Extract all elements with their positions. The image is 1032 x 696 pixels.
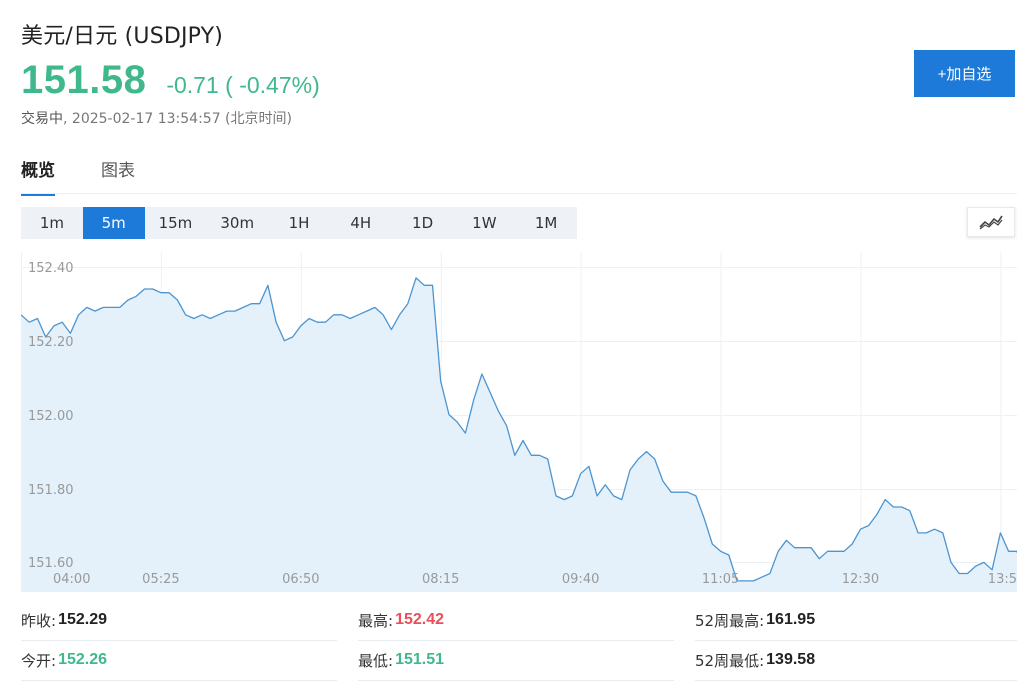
y-tick-label: 152.20 xyxy=(28,335,74,350)
row-divider xyxy=(358,640,674,641)
price-row: 151.58 -0.71 ( -0.47%) xyxy=(21,58,320,103)
trading-state: 交易中 xyxy=(21,111,63,127)
stat-prev-close: 昨收: 152.29 xyxy=(21,600,107,640)
x-tick-label: 08:15 xyxy=(422,572,459,587)
current-price: 151.58 xyxy=(21,58,147,102)
quote-timestamp: 2025-02-17 13:54:57 (北京时间) xyxy=(71,111,292,127)
x-tick-label: 06:50 xyxy=(282,572,319,587)
row-divider xyxy=(695,680,1017,681)
tab-divider xyxy=(21,193,1017,194)
stat-high: 最高: 152.42 xyxy=(358,600,444,640)
stat-label: 今开: xyxy=(21,651,57,670)
stat-value: 152.29 xyxy=(58,611,107,628)
row-divider xyxy=(21,680,337,681)
row-divider xyxy=(358,680,674,681)
price-change: -0.71 ( -0.47%) xyxy=(166,72,320,98)
range-button-5m[interactable]: 5m xyxy=(82,207,145,239)
x-tick-label: 04:00 xyxy=(53,572,90,587)
stat-52w-low: 52周最低: 139.58 xyxy=(695,640,815,680)
y-tick-label: 152.40 xyxy=(28,261,74,276)
row-divider xyxy=(21,640,337,641)
stat-value: 152.26 xyxy=(58,651,107,668)
range-button-1mo[interactable]: 1M xyxy=(534,214,558,232)
x-tick-label: 05:25 xyxy=(142,572,179,587)
line-chart-icon xyxy=(979,215,1003,230)
stat-value: 152.42 xyxy=(395,611,444,628)
stat-label: 最低: xyxy=(358,651,394,670)
range-button-15m[interactable]: 15m xyxy=(158,214,193,232)
range-button-1m[interactable]: 1m xyxy=(39,214,64,232)
stat-open: 今开: 152.26 xyxy=(21,640,107,680)
chart-type-button[interactable] xyxy=(967,207,1015,237)
tab-chart[interactable]: 图表 xyxy=(101,161,135,181)
stat-low: 最低: 151.51 xyxy=(358,640,444,680)
stat-52w-high: 52周最高: 161.95 xyxy=(695,600,815,640)
x-tick-label: 11:05 xyxy=(702,572,739,587)
tab-bar: 概览 图表 xyxy=(21,156,181,196)
x-tick-label: 12:30 xyxy=(842,572,879,587)
row-divider xyxy=(695,640,1017,641)
y-tick-label: 151.60 xyxy=(28,556,74,571)
tab-overview[interactable]: 概览 xyxy=(21,156,55,196)
instrument-title: 美元/日元 (USDJPY) xyxy=(21,24,224,49)
range-button-1h[interactable]: 1H xyxy=(288,214,310,232)
stat-value: 139.58 xyxy=(766,651,816,668)
stat-value: 161.95 xyxy=(766,611,816,628)
price-line xyxy=(21,277,1017,582)
y-tick-label: 152.00 xyxy=(28,409,74,424)
range-button-4h[interactable]: 4H xyxy=(350,214,372,232)
x-tick-label: 09:40 xyxy=(562,572,599,587)
price-chart[interactable]: 152.40 152.20 152.00 151.80 151.60 04:00 05:2… xyxy=(21,252,1017,592)
stat-label: 52周最高: xyxy=(695,611,765,630)
y-tick-label: 151.80 xyxy=(28,483,74,498)
time-range-selector: 1m 5m 15m 30m 1H 4H 1D 1W 1M xyxy=(21,207,577,239)
add-to-watchlist-button[interactable]: +加自选 xyxy=(914,50,1015,97)
stat-label: 52周最低: xyxy=(695,651,765,670)
stat-label: 昨收: xyxy=(21,611,57,630)
range-button-1d[interactable]: 1D xyxy=(412,214,434,232)
x-tick-label: 13:5 xyxy=(988,572,1017,587)
range-button-30m[interactable]: 30m xyxy=(220,214,255,232)
trading-status: 交易中, 2025-02-17 13:54:57 (北京时间) xyxy=(21,111,292,127)
stat-label: 最高: xyxy=(358,611,394,630)
range-button-1w[interactable]: 1W xyxy=(472,214,497,232)
price-area xyxy=(21,277,1017,592)
stat-value: 151.51 xyxy=(395,651,444,668)
